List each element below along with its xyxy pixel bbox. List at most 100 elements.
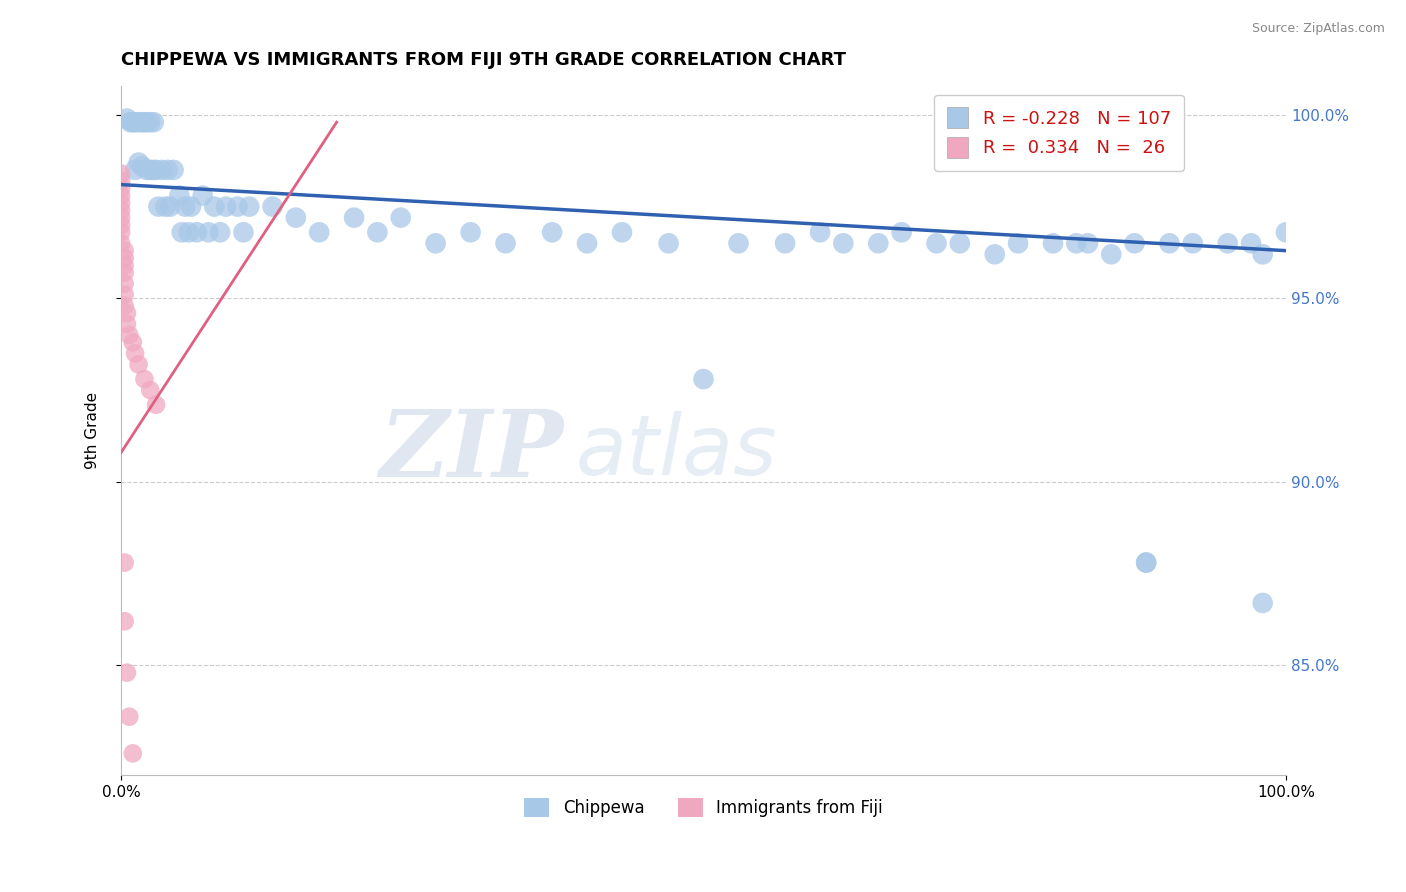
Point <box>541 225 564 239</box>
Point <box>115 317 138 331</box>
Point <box>145 398 167 412</box>
Point <box>1216 236 1239 251</box>
Point <box>389 211 412 225</box>
Point <box>209 225 232 239</box>
Point <box>262 200 284 214</box>
Point <box>135 115 157 129</box>
Point <box>134 115 156 129</box>
Point <box>308 225 330 239</box>
Point <box>1251 247 1274 261</box>
Point <box>124 346 146 360</box>
Point <box>949 236 972 251</box>
Point <box>139 162 162 177</box>
Point <box>114 287 136 301</box>
Point <box>1099 247 1122 261</box>
Point <box>1251 596 1274 610</box>
Point <box>808 225 831 239</box>
Text: Source: ZipAtlas.com: Source: ZipAtlas.com <box>1251 22 1385 36</box>
Point <box>1135 556 1157 570</box>
Point <box>832 236 855 251</box>
Point <box>145 162 167 177</box>
Text: ZIP: ZIP <box>380 406 564 496</box>
Point <box>110 225 132 239</box>
Point <box>110 174 132 188</box>
Point <box>159 200 181 214</box>
Point <box>121 335 143 350</box>
Point <box>131 159 153 173</box>
Point <box>139 383 162 397</box>
Point <box>890 225 912 239</box>
Text: CHIPPEWA VS IMMIGRANTS FROM FIJI 9TH GRADE CORRELATION CHART: CHIPPEWA VS IMMIGRANTS FROM FIJI 9TH GRA… <box>121 51 846 69</box>
Point <box>128 115 150 129</box>
Point <box>925 236 948 251</box>
Point <box>131 115 153 129</box>
Point <box>177 225 200 239</box>
Point <box>215 200 238 214</box>
Point <box>118 328 141 343</box>
Point <box>114 244 136 258</box>
Point <box>150 162 173 177</box>
Point <box>128 155 150 169</box>
Point <box>142 115 165 129</box>
Point <box>610 225 633 239</box>
Point <box>1240 236 1263 251</box>
Point <box>1135 556 1157 570</box>
Point <box>186 225 208 239</box>
Point <box>128 358 150 372</box>
Point <box>121 747 143 761</box>
Point <box>1123 236 1146 251</box>
Point <box>134 372 156 386</box>
Point <box>1275 225 1298 239</box>
Point <box>1181 236 1204 251</box>
Point <box>1042 236 1064 251</box>
Text: atlas: atlas <box>575 410 778 491</box>
Point <box>114 258 136 272</box>
Point <box>135 162 157 177</box>
Point <box>284 211 307 225</box>
Point <box>460 225 482 239</box>
Point <box>110 181 132 195</box>
Point <box>110 188 132 202</box>
Point <box>156 162 179 177</box>
Point <box>114 614 136 628</box>
Point <box>115 665 138 680</box>
Point <box>238 200 260 214</box>
Point <box>174 200 197 214</box>
Point <box>114 277 136 291</box>
Point <box>110 196 132 211</box>
Y-axis label: 9th Grade: 9th Grade <box>86 392 100 469</box>
Point <box>1007 236 1029 251</box>
Point <box>148 200 170 214</box>
Point <box>191 188 214 202</box>
Point <box>226 200 249 214</box>
Point <box>180 200 202 214</box>
Point <box>232 225 254 239</box>
Point <box>114 299 136 313</box>
Point <box>169 188 191 202</box>
Legend: Chippewa, Immigrants from Fiji: Chippewa, Immigrants from Fiji <box>517 791 890 823</box>
Point <box>692 372 714 386</box>
Point <box>124 162 146 177</box>
Point <box>118 709 141 723</box>
Point <box>110 218 132 232</box>
Point <box>114 556 136 570</box>
Point <box>343 211 366 225</box>
Point <box>1077 236 1099 251</box>
Point <box>142 162 165 177</box>
Point <box>139 115 162 129</box>
Point <box>495 236 517 251</box>
Point <box>110 203 132 218</box>
Point <box>727 236 749 251</box>
Point <box>658 236 681 251</box>
Point <box>773 236 796 251</box>
Point <box>121 115 143 129</box>
Point <box>576 236 599 251</box>
Point <box>120 115 142 129</box>
Point <box>202 200 225 214</box>
Point <box>110 236 132 251</box>
Point <box>155 200 177 214</box>
Point <box>114 266 136 280</box>
Point <box>1064 236 1087 251</box>
Point <box>110 167 132 181</box>
Point <box>110 211 132 225</box>
